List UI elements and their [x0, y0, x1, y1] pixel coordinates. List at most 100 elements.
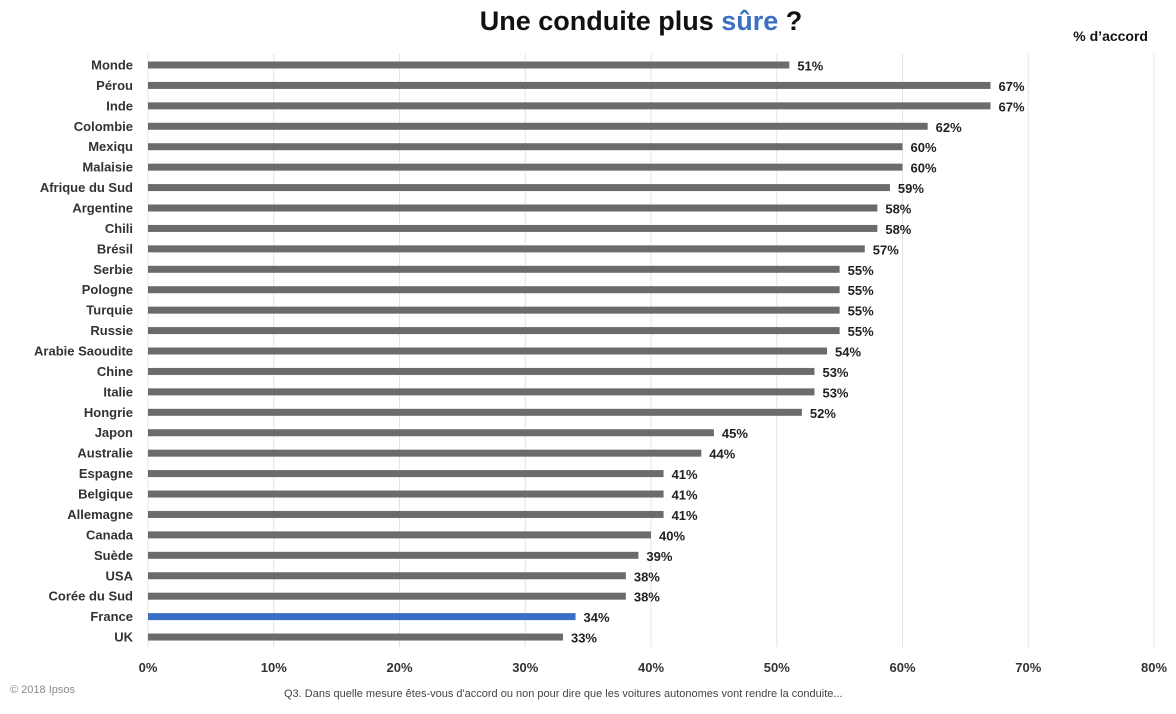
value-label: 33% — [571, 631, 597, 646]
category-label: Corée du Sud — [48, 589, 133, 604]
value-label: 52% — [810, 406, 836, 421]
value-label: 55% — [848, 263, 874, 278]
chart-title-accent: sûre — [721, 6, 779, 36]
bar-inde — [148, 102, 991, 110]
value-label: 41% — [672, 488, 698, 503]
x-axis-ticks: 0% 10% 20% 30% 40% 50% 60% 70% 80% — [139, 660, 1168, 675]
category-label: Argentine — [72, 201, 133, 216]
value-label: 38% — [634, 590, 660, 605]
value-label: 58% — [885, 202, 911, 217]
category-label: Canada — [86, 527, 134, 542]
chart-title: Une conduite plus sûre ? — [0, 6, 1176, 37]
category-label: Turquie — [86, 303, 133, 318]
x-tick-label: 70% — [1015, 660, 1041, 675]
bar-mexiqu — [148, 143, 903, 151]
x-tick-label: 0% — [139, 660, 158, 675]
bar-canada — [148, 531, 651, 539]
bar-cor-e-du-sud — [148, 592, 626, 600]
bar-br-sil — [148, 245, 865, 253]
value-label: 44% — [709, 447, 735, 462]
category-labels: Monde Pérou Inde Colombie Mexiqu Malaisie Afri… — [34, 58, 134, 645]
category-label: UK — [114, 630, 133, 645]
category-label: Malaisie — [82, 160, 133, 175]
value-label: 54% — [835, 345, 861, 360]
category-label: Pérou — [96, 78, 133, 93]
bar-pologne — [148, 286, 840, 294]
bar-p-rou — [148, 81, 991, 89]
x-tick-label: 40% — [638, 660, 664, 675]
bar-su-de — [148, 551, 639, 559]
value-label: 41% — [672, 467, 698, 482]
bar-allemagne — [148, 510, 664, 518]
value-label: 41% — [672, 508, 698, 523]
category-label: Australie — [77, 446, 133, 461]
category-label: France — [90, 609, 133, 624]
x-tick-label: 50% — [764, 660, 790, 675]
category-label: Italie — [103, 384, 133, 399]
bar-arabie-saoudite — [148, 347, 828, 355]
value-label: 53% — [822, 385, 848, 400]
value-label: 53% — [822, 365, 848, 380]
bar-belgique — [148, 490, 664, 498]
category-label: Inde — [106, 98, 133, 113]
category-label: Japon — [95, 425, 133, 440]
bar-serbie — [148, 265, 840, 273]
x-tick-label: 80% — [1141, 660, 1167, 675]
value-label: 67% — [999, 79, 1025, 94]
category-label: Hongrie — [84, 405, 133, 420]
value-label: 45% — [722, 426, 748, 441]
category-label: Belgique — [78, 487, 133, 502]
value-label: 51% — [797, 59, 823, 74]
bar-france — [148, 613, 576, 621]
category-label: Allemagne — [67, 507, 133, 522]
category-label: Afrique du Sud — [40, 180, 133, 195]
category-label: Serbie — [93, 262, 133, 277]
bar-japon — [148, 429, 714, 437]
category-label: Pologne — [82, 282, 133, 297]
x-tick-label: 20% — [386, 660, 412, 675]
category-label: USA — [106, 568, 134, 583]
bar-malaisie — [148, 163, 903, 171]
value-label: 58% — [885, 222, 911, 237]
x-tick-label: 10% — [261, 660, 287, 675]
category-label: Suède — [94, 548, 133, 563]
value-label: 55% — [848, 304, 874, 319]
bar-espagne — [148, 470, 664, 478]
category-label: Chili — [105, 221, 133, 236]
category-label: Russie — [90, 323, 133, 338]
chart-title-suffix: ? — [778, 6, 803, 36]
category-label: Colombie — [74, 119, 133, 134]
bar-hongrie — [148, 408, 802, 416]
category-label: Monde — [91, 58, 133, 73]
value-label: 62% — [936, 120, 962, 135]
category-label: Espagne — [79, 466, 133, 481]
bars — [148, 61, 991, 641]
value-labels: 51% 67% 67% 62% 60% 60% 59% 58% 58% 57% 55% 55% 55% 5… — [571, 59, 1025, 646]
value-label: 67% — [999, 99, 1025, 114]
bar-italie — [148, 388, 815, 396]
category-label: Brésil — [97, 241, 133, 256]
x-tick-label: 60% — [889, 660, 915, 675]
bar-chili — [148, 224, 878, 232]
value-label: 59% — [898, 181, 924, 196]
value-label: 40% — [659, 528, 685, 543]
chart-title-prefix: Une conduite plus — [479, 6, 722, 36]
value-label: 39% — [646, 549, 672, 564]
x-tick-label: 30% — [512, 660, 538, 675]
unit-label: % d’accord — [1073, 28, 1148, 44]
bar-uk — [148, 633, 563, 641]
value-label: 34% — [584, 610, 610, 625]
value-label: 57% — [873, 242, 899, 257]
bar-chine — [148, 367, 815, 375]
value-label: 55% — [848, 283, 874, 298]
category-label: Arabie Saoudite — [34, 344, 133, 359]
value-label: 55% — [848, 324, 874, 339]
bar-russie — [148, 327, 840, 335]
bar-australie — [148, 449, 702, 457]
bar-turquie — [148, 306, 840, 314]
question-footnote: Q3. Dans quelle mesure êtes-vous d'accor… — [284, 688, 843, 700]
bar-afrique-du-sud — [148, 184, 890, 192]
category-label: Chine — [97, 364, 133, 379]
copyright-notice: © 2018 Ipsos — [10, 684, 75, 696]
value-label: 60% — [911, 161, 937, 176]
